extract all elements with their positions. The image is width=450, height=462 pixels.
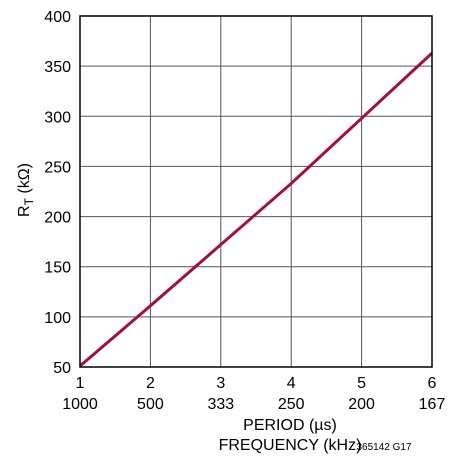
y-tick-label: 150	[44, 260, 71, 277]
series-layer	[79, 52, 434, 368]
x-tick-label: 5	[357, 375, 366, 392]
x-tick-label: 4	[287, 375, 296, 392]
x-tick-label: 2	[146, 375, 155, 392]
series-line	[79, 52, 434, 368]
y-tick-labels: 50 100 150 200 250 300 350 400	[44, 9, 71, 377]
y-tick-label: 200	[44, 210, 71, 227]
x-tick-label: 3	[216, 375, 225, 392]
x-tick-label-secondary: 200	[348, 396, 375, 413]
figure-code: 365142 G17	[356, 442, 411, 453]
y-tick-label: 350	[44, 59, 71, 76]
y-tick-label: 250	[44, 159, 71, 176]
x-tick-label: 1	[76, 375, 85, 392]
x-tick-label: 6	[428, 375, 437, 392]
x-axis-label-frequency: FREQUENCY (kHz)	[219, 437, 362, 454]
y-axis-label-unit: (kΩ)	[16, 163, 33, 198]
x-tick-label-secondary: 1000	[62, 396, 98, 413]
grid	[80, 16, 432, 367]
x-tick-label-secondary: 250	[278, 396, 305, 413]
x-tick-labels: 1 2 3 4 5 6	[76, 375, 437, 392]
x-tick-label-secondary: 333	[207, 396, 234, 413]
x-tick-labels-secondary: 1000 500 333 250 200 167	[62, 396, 445, 413]
y-tick-label: 100	[44, 310, 71, 327]
y-tick-label: 50	[53, 360, 71, 377]
y-axis-label-main: R	[16, 205, 33, 217]
y-axis-label: RT (kΩ)	[16, 163, 36, 217]
x-axis-label-period: PERIOD (µs)	[243, 417, 337, 434]
x-tick-label-secondary: 500	[137, 396, 164, 413]
y-axis-label-subscript: T	[22, 197, 36, 205]
y-tick-label: 400	[44, 9, 71, 26]
y-tick-label: 300	[44, 109, 71, 126]
x-tick-label-secondary: 167	[419, 396, 446, 413]
plot-frame	[79, 15, 433, 368]
